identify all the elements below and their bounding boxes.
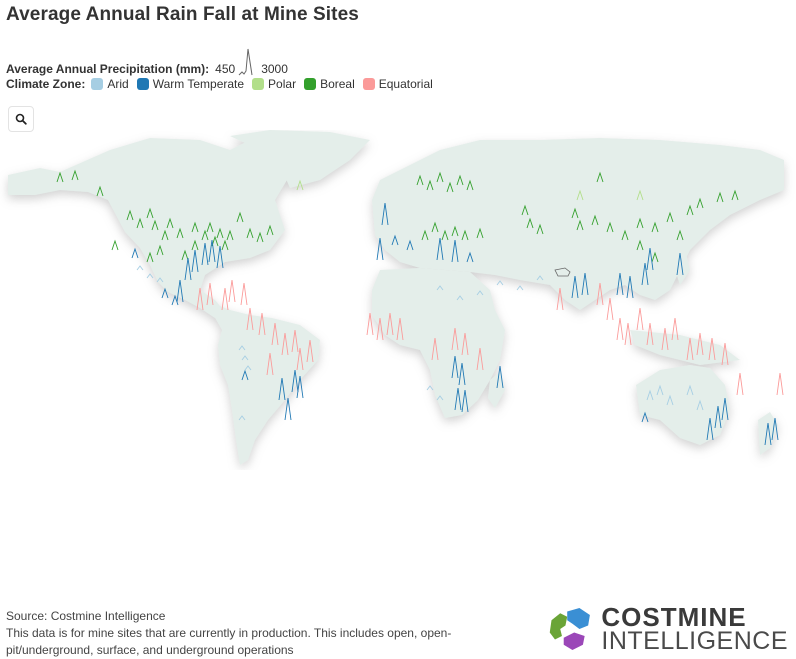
footnote-text: This data is for mine sites that are cur… (6, 626, 452, 657)
tooltip-cursor-glyph (554, 267, 571, 277)
legend-item-equatorial[interactable]: Equatorial (362, 77, 433, 91)
australia (636, 365, 730, 445)
legend-label: Polar (268, 77, 297, 91)
precipitation-legend: Average Annual Precipitation (mm): 450 3… (6, 48, 288, 84)
land-masses (8, 130, 784, 465)
legend-item-boreal[interactable]: Boreal (304, 77, 355, 91)
chart-title: Average Annual Rain Fall at Mine Sites (6, 4, 359, 25)
logo-line2: INTELLIGENCE (601, 627, 788, 655)
greenland (230, 130, 370, 188)
source-text: Source: Costmine Intelligence (6, 609, 166, 623)
southeast-asia-islands (630, 330, 740, 365)
map-search-button[interactable] (8, 106, 34, 132)
climate-zone-legend: Climate Zone: Arid Warm Temperate Polar … (6, 77, 441, 91)
precipitation-legend-label: Average Annual Precipitation (mm): (6, 62, 210, 76)
legend-label: Warm Temperate (152, 77, 245, 91)
spike-size-icon (238, 48, 253, 76)
south-america (205, 300, 320, 465)
legend-item-polar[interactable]: Polar (252, 77, 296, 91)
new-zealand (758, 412, 778, 455)
legend-item-arid[interactable]: Arid (91, 77, 129, 91)
logo-line1: COSTMINE (601, 602, 747, 632)
boreal-swatch (304, 78, 317, 90)
legend-label: Arid (107, 77, 129, 91)
madagascar (488, 372, 505, 408)
warm-temperate-swatch (136, 78, 149, 90)
logo-mark-icon (549, 608, 590, 650)
footer: Source: Costmine Intelligence This data … (6, 608, 486, 659)
arid-swatch (91, 78, 104, 90)
japan (672, 250, 690, 285)
search-icon (15, 113, 27, 125)
polar-swatch (252, 78, 265, 90)
legend-label: Boreal (320, 77, 355, 91)
climate-zone-label: Climate Zone: (6, 77, 86, 91)
world-map[interactable] (0, 130, 796, 470)
africa (372, 268, 505, 418)
north-america (8, 138, 300, 318)
precipitation-min: 450 (215, 62, 236, 76)
precipitation-max: 3000 (261, 62, 288, 76)
costmine-logo: COSTMINE INTELLIGENCE (548, 603, 788, 655)
legend-label: Equatorial (378, 77, 433, 91)
legend-item-warm-temperate[interactable]: Warm Temperate (136, 77, 245, 91)
equatorial-swatch (362, 78, 375, 90)
